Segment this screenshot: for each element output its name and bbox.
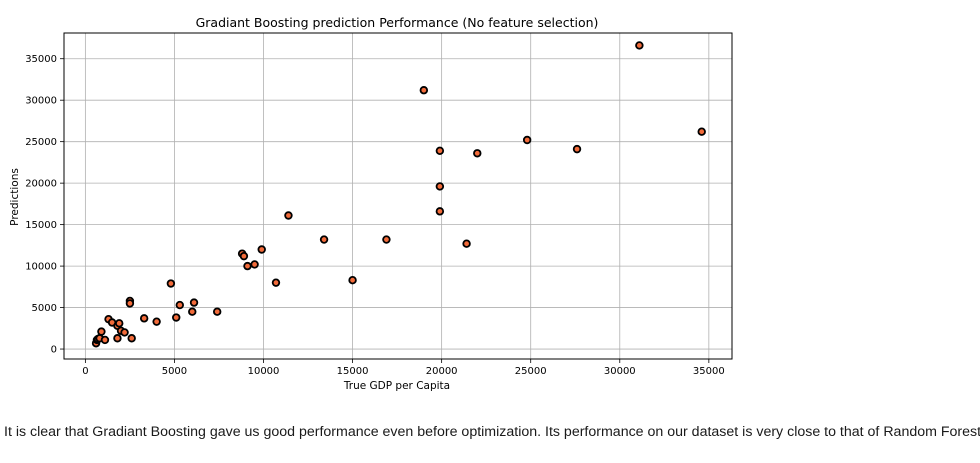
y-tick-label: 35000: [25, 54, 57, 65]
y-tick-label: 30000: [25, 96, 57, 107]
data-point: [382, 235, 391, 244]
data-point: [115, 319, 124, 328]
data-point: [189, 298, 199, 307]
data-point: [635, 41, 644, 50]
data-point: [473, 149, 482, 158]
y-tick-label: 25000: [25, 137, 57, 148]
data-point: [284, 211, 293, 220]
x-tick-label: 35000: [693, 366, 725, 377]
x-tick-label: 25000: [515, 366, 547, 377]
x-tick-label: 0: [82, 366, 88, 377]
y-tick-label: 0: [51, 345, 57, 356]
y-tick-label: 10000: [25, 262, 57, 273]
data-point: [212, 307, 222, 316]
axis-ticks: 0 5000 10000 15000 20000 25000 30000 35000 0 5000…: [25, 54, 725, 377]
data-point: [243, 261, 252, 271]
data-point: [166, 279, 176, 288]
data-point: [127, 334, 136, 343]
data-point: [271, 278, 281, 287]
data-point: [572, 144, 582, 154]
data-point: [152, 317, 161, 326]
data-point: [100, 335, 110, 345]
data-point: [257, 245, 266, 254]
grid-lines: [64, 33, 732, 359]
data-point: [239, 251, 249, 261]
data-point: [172, 313, 181, 322]
x-tick-label: 30000: [604, 366, 636, 377]
y-axis-label: Predictions: [9, 168, 21, 226]
data-point: [97, 327, 106, 336]
chart-title: Gradiant Boosting prediction Performance…: [196, 15, 599, 30]
data-point: [125, 299, 135, 308]
y-tick-label: 20000: [25, 179, 57, 190]
data-point: [435, 207, 445, 216]
caption-text: It is clear that Gradiant Boosting gave …: [4, 424, 980, 440]
x-tick-label: 5000: [162, 366, 187, 377]
data-point: [175, 300, 184, 310]
y-tick-label: 15000: [25, 220, 57, 231]
data-points: [91, 41, 706, 348]
data-point: [697, 127, 706, 136]
data-point: [319, 235, 329, 244]
data-point: [348, 275, 357, 285]
data-point: [120, 328, 129, 337]
x-tick-label: 15000: [337, 366, 369, 377]
data-point: [113, 334, 122, 343]
data-point: [188, 307, 197, 316]
data-point: [435, 146, 445, 155]
data-point: [250, 260, 259, 269]
data-point: [419, 86, 429, 95]
data-point: [139, 314, 149, 323]
y-tick-label: 5000: [32, 303, 57, 314]
x-tick-label: 20000: [426, 366, 458, 377]
data-point: [522, 135, 532, 145]
x-tick-label: 10000: [248, 366, 280, 377]
plot-frame: [63, 32, 733, 360]
data-point: [435, 182, 445, 191]
data-point: [462, 239, 471, 248]
x-axis-label: True GDP per Capita: [343, 380, 450, 392]
